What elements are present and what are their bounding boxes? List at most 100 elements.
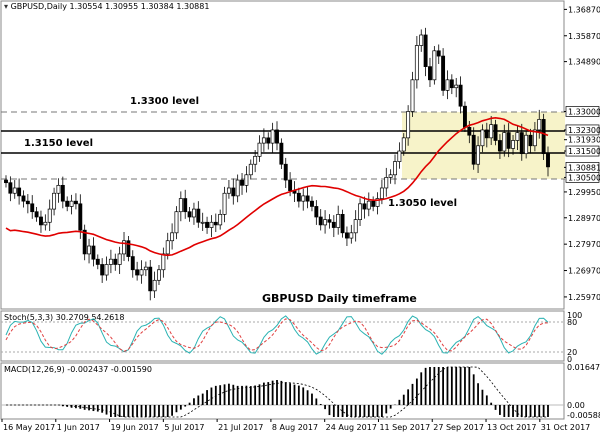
candle-body	[222, 192, 227, 215]
candle-body	[157, 269, 161, 281]
candle-body	[257, 142, 262, 157]
candle-body	[244, 174, 249, 186]
price-axis-label: 1.32300	[568, 126, 600, 135]
macd-header: MACD(12,26,9) -0.002437 -0.001590	[4, 365, 152, 374]
candlestick-series	[4, 27, 550, 301]
price-label-box	[565, 172, 600, 183]
candle-body	[314, 206, 319, 218]
candle-body	[532, 129, 537, 147]
candle-body	[34, 211, 39, 218]
candle-body	[56, 184, 61, 194]
date-axis-label: 19 Jun 2017	[111, 423, 159, 432]
stoch-axis-20: 20	[567, 348, 577, 357]
candle-body	[235, 179, 240, 197]
candle-body	[209, 221, 214, 228]
price-axis-label: 1.30500	[568, 173, 600, 182]
date-axis-label: 24 Aug 2017	[326, 423, 377, 432]
candle-body	[497, 140, 502, 152]
price-axis-label: 1.29950	[568, 188, 600, 197]
candle-body	[296, 192, 301, 202]
candle-body	[100, 264, 105, 276]
date-axis-label: 5 Jul 2017	[164, 423, 204, 432]
candle-body	[52, 192, 57, 210]
candle-body	[428, 66, 432, 81]
stoch-axis-100: 100	[567, 311, 582, 320]
date-axis-label: 1 Jun 2017	[57, 423, 100, 432]
candle-body	[148, 266, 153, 292]
candle-body	[305, 195, 310, 202]
price-axis-label: 1.34890	[568, 58, 600, 67]
candle-body	[178, 198, 183, 213]
macd-axis-bottom: -0.005881	[567, 411, 600, 420]
candle-body	[8, 182, 13, 194]
date-axis-label: 31 Oct 2017	[541, 423, 590, 432]
candle-body	[270, 129, 275, 144]
candle-body	[91, 245, 96, 260]
candle-body	[196, 208, 201, 223]
candle-body	[82, 229, 87, 255]
candle-body	[248, 163, 253, 176]
candle-body	[288, 179, 293, 191]
candle-body	[78, 203, 83, 231]
candle-body	[108, 258, 113, 265]
candle-body	[327, 219, 332, 223]
price-axis-label: 1.26970	[568, 267, 600, 276]
candle-body	[489, 124, 494, 139]
candle-body	[152, 279, 157, 292]
date-axis-label: 13 Oct 2017	[487, 423, 536, 432]
macd-axis-zero: 0.00	[567, 401, 585, 410]
candle-body	[336, 214, 341, 228]
candle-body	[323, 219, 328, 226]
date-axis-label: 8 Aug 2017	[272, 423, 318, 432]
candle-body	[379, 187, 384, 199]
candle-body	[463, 105, 467, 128]
candle-body	[205, 221, 210, 228]
candle-body	[170, 232, 175, 242]
candle-body	[537, 119, 542, 131]
price-axis-label: 1.31500	[568, 147, 600, 156]
candle-body	[528, 134, 533, 147]
candle-body	[484, 129, 489, 139]
candle-body	[449, 79, 454, 89]
candle-body	[480, 129, 485, 147]
level-label-1-3300: 1.3300 level	[130, 96, 199, 107]
price-axis-label: 1.27970	[568, 240, 600, 249]
candle-body	[349, 232, 354, 239]
stoch-k-line	[5, 315, 549, 355]
candle-body	[17, 187, 22, 197]
candle-body	[406, 111, 411, 139]
candle-body	[187, 211, 192, 218]
moving-average-line	[5, 116, 549, 257]
candle-body	[43, 221, 48, 226]
stoch-panel-frame	[0, 310, 565, 362]
candle-body	[353, 219, 358, 234]
candle-body	[240, 179, 244, 186]
candle-body	[275, 129, 279, 144]
price-axis-label: 1.31930	[568, 136, 600, 145]
candle-body	[69, 200, 74, 207]
candle-body	[213, 221, 218, 226]
candle-body	[524, 134, 529, 155]
candle-body	[362, 203, 367, 210]
price-axis-label: 1.28970	[568, 214, 600, 223]
date-axis-label: 16 May 2017	[3, 423, 55, 432]
candle-body	[104, 264, 109, 276]
candle-body	[253, 155, 258, 165]
candle-body	[87, 245, 91, 255]
stoch-d-line	[5, 318, 549, 352]
candle-body	[47, 208, 52, 223]
price-axis-label: 1.36870	[568, 5, 600, 14]
candle-body	[95, 258, 100, 265]
timeframe-annotation: GBPUSD Daily timeframe	[262, 292, 417, 305]
price-axis-label: 1.33000	[568, 107, 600, 116]
candle-body	[414, 45, 419, 81]
candle-body	[283, 163, 288, 181]
candle-body	[519, 132, 524, 155]
candle-body	[388, 174, 393, 178]
candle-body	[192, 208, 196, 218]
price-axis-label: 1.35870	[568, 32, 600, 41]
candle-body	[73, 200, 78, 205]
candle-body	[432, 50, 437, 81]
stoch-axis-80: 80	[567, 318, 577, 327]
